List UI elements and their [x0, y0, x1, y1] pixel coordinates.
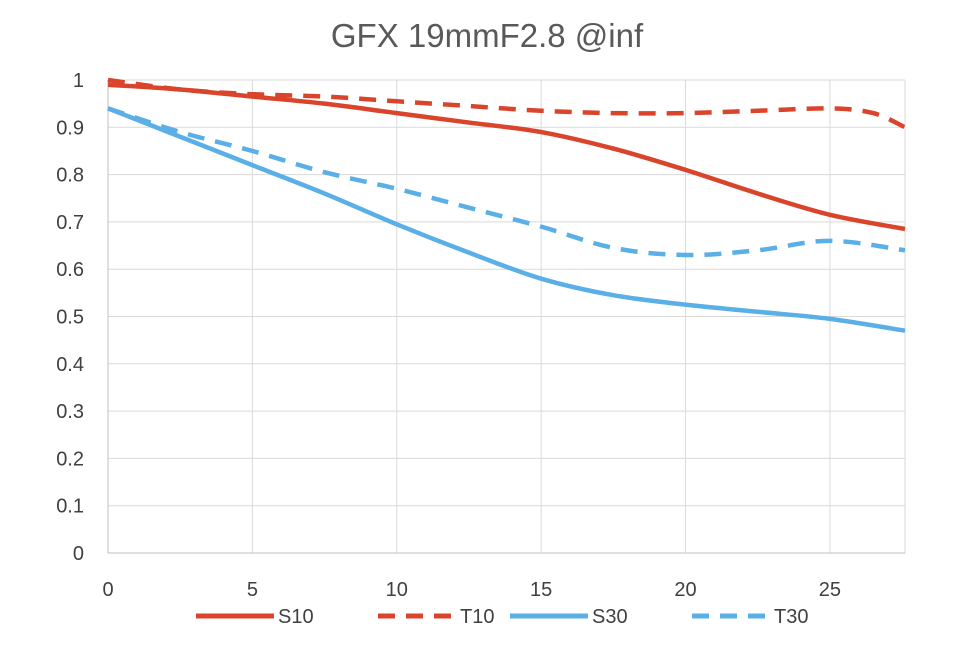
series-lines: [107, 77, 906, 333]
legend-label-t30: T30: [774, 606, 808, 628]
series-line-s10: [107, 82, 906, 232]
legend-label-s30: S30: [592, 606, 628, 628]
y-tick-label: 0.1: [56, 496, 84, 518]
x-tick-label: 5: [247, 579, 258, 601]
y-tick-label: 0.3: [56, 401, 84, 423]
y-tick-label: 1: [73, 70, 84, 92]
legend-label-t10: T10: [460, 606, 494, 628]
x-tick-label: 25: [819, 579, 841, 601]
x-tick-label: 0: [102, 579, 113, 601]
x-tick-label: 15: [530, 579, 552, 601]
y-tick-label: 0.8: [56, 165, 84, 187]
y-tick-label: 0.4: [56, 354, 84, 376]
y-tick-label: 0.5: [56, 307, 84, 329]
series-line-t30: [107, 106, 906, 258]
y-tick-label: 0.9: [56, 117, 84, 139]
series-line-t10: [107, 77, 906, 130]
legend-label-s10: S10: [278, 606, 314, 628]
y-tick-label: 0.6: [56, 259, 84, 281]
series-line-s30: [107, 106, 906, 333]
legend: S10 T10 S30 T30: [196, 606, 808, 628]
chart-title: GFX 19mmF2.8 @inf: [331, 17, 644, 54]
x-tick-label: 10: [386, 579, 408, 601]
y-tick-label: 0.2: [56, 448, 84, 470]
y-tick-label: 0: [73, 543, 84, 565]
y-axis-ticks: 0 0.1 0.2 0.3 0.4 0.5 0.6 0.7 0.8 0.9 1: [56, 70, 84, 565]
x-axis-ticks: 0 5 10 15 20 25: [102, 579, 841, 601]
y-tick-label: 0.7: [56, 212, 84, 234]
x-tick-label: 20: [674, 579, 696, 601]
